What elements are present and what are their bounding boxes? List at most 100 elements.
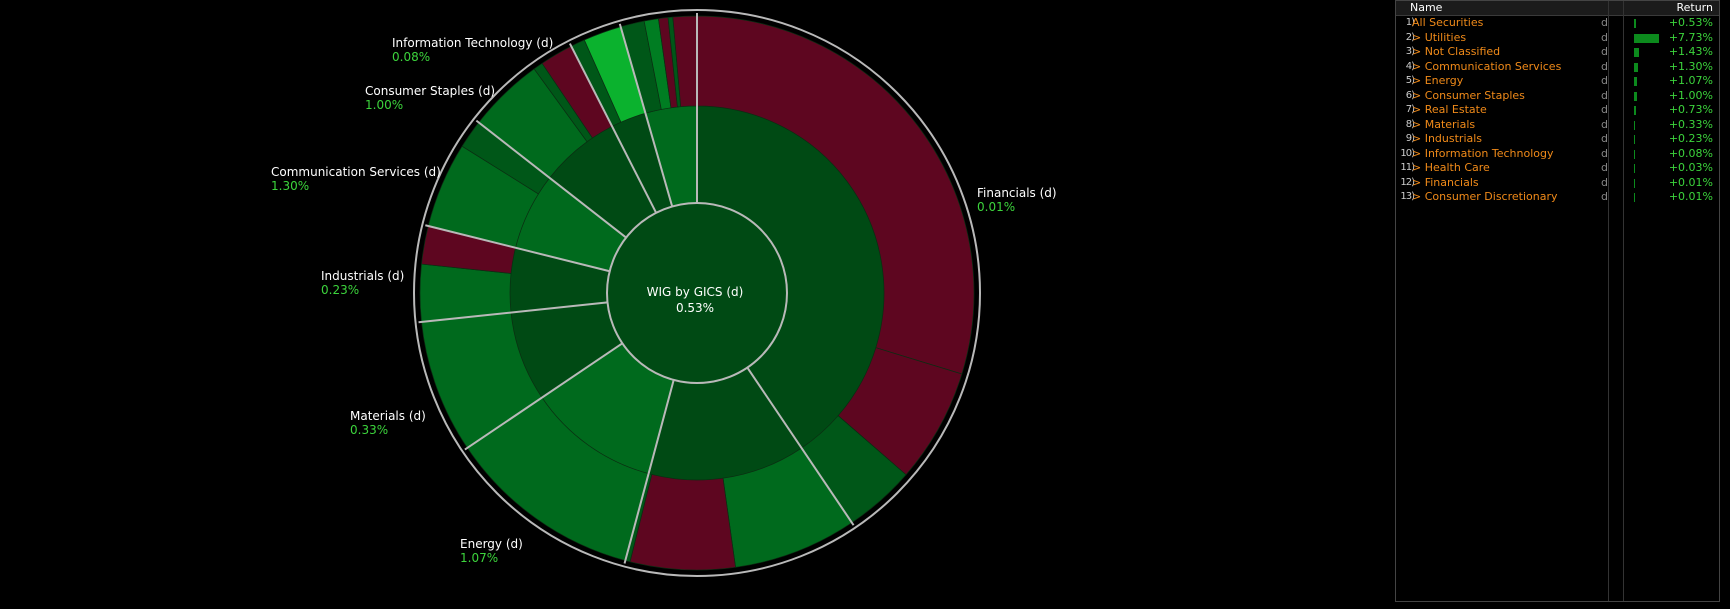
row-return: +1.30% bbox=[1668, 59, 1713, 73]
center-label: WIG by GICS (d) 0.53% bbox=[610, 284, 780, 316]
label-communication-services[interactable]: Communication Services (d) 1.30% bbox=[271, 165, 441, 193]
row-period: d bbox=[1601, 146, 1608, 160]
row-name[interactable]: > Utilities bbox=[1412, 30, 1467, 44]
legend-row[interactable]: 4) > Communication Services d +1.30% bbox=[1396, 60, 1719, 75]
row-name[interactable]: > Not Classified bbox=[1412, 45, 1501, 58]
return-bar bbox=[1634, 62, 1638, 72]
label-value: 0.08% bbox=[392, 50, 431, 64]
column-header-name[interactable]: Name bbox=[1410, 1, 1443, 14]
row-period: d bbox=[1601, 161, 1608, 174]
legend-row[interactable]: 3) > Not Classified d +1.43% bbox=[1396, 45, 1719, 60]
legend-table: Name Return 1) All Securities d +0.53% 2) > U… bbox=[1395, 0, 1720, 602]
column-header-return[interactable]: Return bbox=[1676, 1, 1713, 14]
row-number: 8) bbox=[1405, 118, 1415, 130]
row-period: d bbox=[1601, 45, 1608, 58]
return-bar bbox=[1634, 19, 1636, 28]
center-title: WIG by GICS (d) bbox=[646, 285, 744, 299]
return-bar bbox=[1634, 77, 1637, 86]
sector-divider bbox=[425, 224, 610, 273]
row-name[interactable]: > Health Care bbox=[1412, 161, 1490, 174]
legend-row[interactable]: 8) > Materials d +0.33% bbox=[1396, 118, 1719, 133]
row-number: 6) bbox=[1405, 89, 1415, 101]
return-bar bbox=[1634, 33, 1659, 43]
row-return: +0.23% bbox=[1668, 132, 1713, 145]
label-name: Consumer Staples (d) bbox=[365, 84, 496, 98]
sunburst-chart-area: Information Technology (d) 0.08% Consume… bbox=[0, 0, 1395, 609]
row-number: 11) bbox=[1400, 162, 1415, 173]
return-bar bbox=[1634, 106, 1636, 115]
label-information-technology[interactable]: Information Technology (d) 0.08% bbox=[392, 36, 553, 64]
legend-row[interactable]: 2) > Utilities d +7.73% bbox=[1396, 31, 1719, 46]
row-name[interactable]: > Information Technology bbox=[1412, 146, 1554, 160]
label-financials[interactable]: Financials (d) 0.01% bbox=[977, 186, 1057, 214]
label-consumer-staples[interactable]: Consumer Staples (d) 1.00% bbox=[365, 84, 495, 112]
row-return: +0.03% bbox=[1668, 161, 1713, 174]
return-bar bbox=[1634, 120, 1635, 130]
row-number: 12) bbox=[1400, 176, 1415, 188]
row-period: d bbox=[1601, 30, 1608, 44]
row-period: d bbox=[1601, 190, 1608, 203]
row-number: 4) bbox=[1405, 60, 1415, 72]
sector-divider bbox=[746, 367, 855, 526]
label-name: Energy (d) bbox=[460, 537, 523, 551]
label-name: Communication Services (d) bbox=[271, 165, 441, 179]
sunburst-chart[interactable] bbox=[0, 0, 1395, 609]
row-name[interactable]: > Real Estate bbox=[1412, 103, 1487, 116]
return-bar bbox=[1634, 91, 1637, 101]
row-name[interactable]: > Consumer Staples bbox=[1412, 88, 1525, 102]
sector-divider bbox=[568, 43, 658, 214]
row-name[interactable]: > Energy bbox=[1412, 74, 1464, 87]
legend-row[interactable]: 5) > Energy d +1.07% bbox=[1396, 74, 1719, 89]
sector-divider bbox=[618, 23, 674, 207]
row-period: d bbox=[1601, 74, 1608, 87]
center-value: 0.53% bbox=[675, 301, 715, 315]
row-number: 13) bbox=[1400, 191, 1415, 202]
row-name[interactable]: > Communication Services bbox=[1412, 59, 1562, 73]
legend-rows: 1) All Securities d +0.53% 2) > Utilities d +7.… bbox=[1396, 16, 1719, 205]
row-period: d bbox=[1601, 117, 1608, 131]
row-period: d bbox=[1601, 59, 1608, 73]
row-name[interactable]: > Consumer Discretionary bbox=[1412, 190, 1558, 203]
row-return: +0.53% bbox=[1668, 16, 1713, 29]
row-number: 10) bbox=[1400, 147, 1415, 159]
return-bar bbox=[1634, 193, 1635, 202]
label-materials[interactable]: Materials (d) 0.33% bbox=[350, 409, 426, 437]
label-industrials[interactable]: Industrials (d) 0.23% bbox=[321, 269, 404, 297]
label-name: Financials (d) bbox=[977, 186, 1057, 200]
row-name[interactable]: > Materials bbox=[1412, 117, 1476, 131]
row-name[interactable]: > Industrials bbox=[1412, 132, 1483, 145]
return-bar bbox=[1634, 149, 1635, 159]
label-value: 0.33% bbox=[350, 423, 389, 437]
return-bar bbox=[1634, 164, 1635, 173]
label-name: Information Technology (d) bbox=[392, 36, 554, 50]
label-name: Materials (d) bbox=[350, 409, 426, 423]
row-return: +0.33% bbox=[1668, 117, 1713, 131]
legend-row[interactable]: 9) > Industrials d +0.23% bbox=[1396, 132, 1719, 147]
center-disc[interactable] bbox=[606, 202, 788, 384]
label-value: 1.00% bbox=[365, 98, 404, 112]
legend-row[interactable]: 11) > Health Care d +0.03% bbox=[1396, 161, 1719, 176]
row-return: +1.07% bbox=[1668, 74, 1713, 87]
row-return: +0.01% bbox=[1668, 190, 1713, 203]
row-number: 2) bbox=[1405, 31, 1415, 43]
label-value: 1.30% bbox=[271, 179, 310, 193]
label-value: 1.07% bbox=[460, 551, 499, 565]
legend-row[interactable]: 6) > Consumer Staples d +1.00% bbox=[1396, 89, 1719, 104]
row-return: +7.73% bbox=[1668, 30, 1713, 44]
column-divider bbox=[1608, 1, 1609, 601]
row-return: +0.73% bbox=[1668, 103, 1713, 116]
row-number: 3) bbox=[1405, 46, 1415, 57]
row-name[interactable]: > Financials bbox=[1412, 175, 1479, 189]
row-period: d bbox=[1601, 103, 1608, 116]
sector-divider bbox=[464, 342, 623, 451]
financials-sector-outer-segment[interactable] bbox=[696, 15, 975, 375]
label-energy[interactable]: Energy (d) 1.07% bbox=[460, 537, 523, 565]
return-bar bbox=[1634, 178, 1635, 188]
legend-row[interactable]: 13) > Consumer Discretionary d +0.01% bbox=[1396, 190, 1719, 205]
legend-row[interactable]: 10) > Information Technology d +0.08% bbox=[1396, 147, 1719, 162]
label-value: 0.23% bbox=[321, 283, 360, 297]
legend-row[interactable]: 7) > Real Estate d +0.73% bbox=[1396, 103, 1719, 118]
legend-row[interactable]: 1) All Securities d +0.53% bbox=[1396, 16, 1719, 31]
row-name[interactable]: All Securities bbox=[1412, 16, 1484, 29]
legend-row[interactable]: 12) > Financials d +0.01% bbox=[1396, 176, 1719, 191]
